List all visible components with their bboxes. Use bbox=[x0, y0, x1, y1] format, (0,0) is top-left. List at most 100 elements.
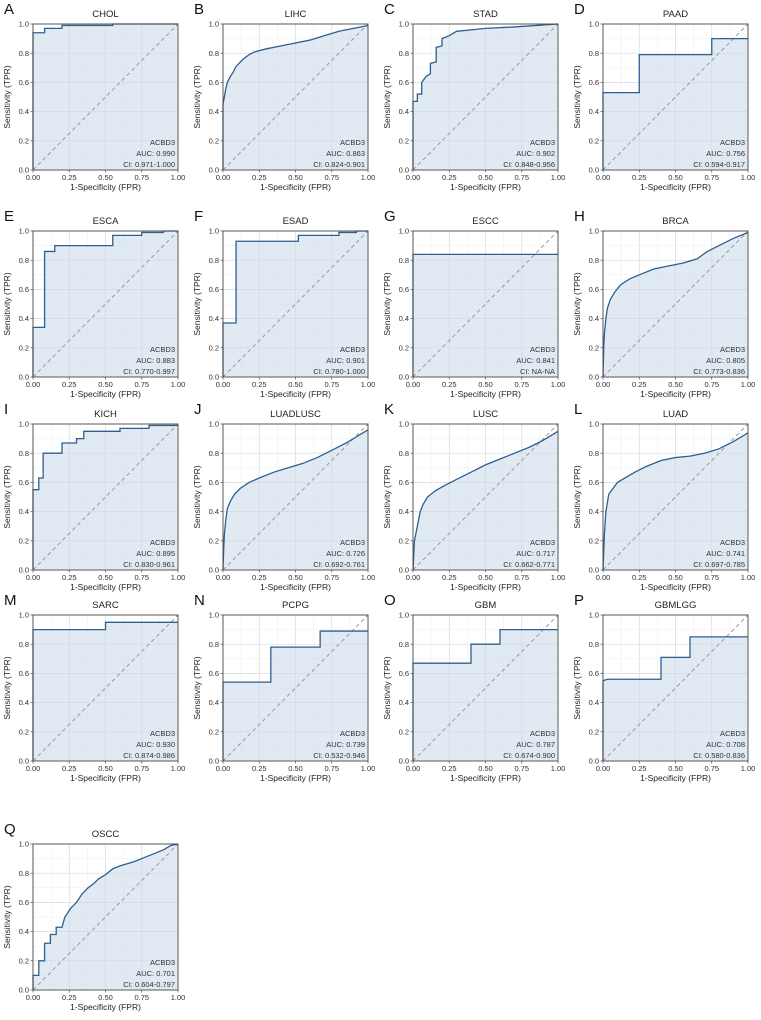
x-tick-label: 0.25 bbox=[442, 173, 457, 182]
y-tick-label: 0.0 bbox=[19, 986, 29, 995]
roc-panel-lihc: B LIHC 0.00 0.25 0.50 0.75 1.00 0.0 0.2 0.4 0.6 0.8… bbox=[190, 0, 380, 200]
x-axis-title: 1-Specificity (FPR) bbox=[70, 582, 141, 592]
gene-label: ACBD3 bbox=[720, 345, 745, 354]
ci-label: CI: 0.662-0.771 bbox=[503, 560, 555, 569]
x-tick-label: 0.00 bbox=[216, 573, 231, 582]
ci-label: CI: 0.674-0.900 bbox=[503, 751, 555, 760]
chart-title: ESAD bbox=[283, 216, 309, 227]
auc-label: AUC: 0.787 bbox=[516, 740, 555, 749]
y-tick-label: 0.4 bbox=[589, 107, 599, 116]
y-tick-label: 1.0 bbox=[589, 20, 599, 29]
x-axis-title: 1-Specificity (FPR) bbox=[640, 582, 711, 592]
y-tick-label: 0.2 bbox=[399, 136, 409, 145]
roc-panel-kich: I KICH 0.00 0.25 0.50 0.75 1.00 0.0 0.2 0.4 0.6 0.8… bbox=[0, 400, 190, 600]
gene-label: ACBD3 bbox=[340, 138, 365, 147]
chart-title: OSCC bbox=[92, 829, 120, 840]
y-axis-title: Sensitivity (TPR) bbox=[572, 465, 582, 528]
y-tick-label: 0.4 bbox=[399, 314, 409, 323]
roc-panel-stad: C STAD 0.00 0.25 0.50 0.75 1.00 0.0 0.2 0.4 0.6 0.8… bbox=[380, 0, 570, 200]
x-axis-title: 1-Specificity (FPR) bbox=[450, 582, 521, 592]
roc-curve bbox=[222, 429, 369, 571]
y-tick-label: 0.4 bbox=[19, 507, 29, 516]
gene-label: ACBD3 bbox=[530, 345, 555, 354]
roc-panel-sarc: M SARC 0.00 0.25 0.50 0.75 1.00 0.0 0.2 0.4 0.6 0.8… bbox=[0, 591, 190, 791]
ci-label: CI: 0.773-0.836 bbox=[693, 367, 745, 376]
gene-label: ACBD3 bbox=[150, 729, 175, 738]
diagonal-reference-line bbox=[602, 23, 749, 171]
diagonal-reference-line bbox=[32, 230, 179, 378]
y-tick-label: 0.0 bbox=[399, 166, 409, 175]
roc-chart-gbmlgg: P GBMLGG 0.00 0.25 0.50 0.75 1.00 0.0 0.2 0.4 0.6 0… bbox=[572, 592, 755, 783]
x-axis-title: 1-Specificity (FPR) bbox=[70, 389, 141, 399]
x-tick-label: 0.50 bbox=[478, 380, 493, 389]
auc-label: AUC: 0.741 bbox=[706, 549, 745, 558]
x-tick-label: 0.00 bbox=[216, 380, 231, 389]
roc-chart-esad: F ESAD 0.00 0.25 0.50 0.75 1.00 0.0 0.2 0.4 0.6 0.8… bbox=[192, 208, 375, 399]
diagonal-reference-line bbox=[412, 423, 559, 571]
y-tick-label: 0.8 bbox=[209, 256, 219, 265]
y-axis-title: Sensitivity (TPR) bbox=[382, 65, 392, 128]
panel-letter: O bbox=[384, 592, 396, 609]
gene-label: ACBD3 bbox=[720, 729, 745, 738]
gene-label: ACBD3 bbox=[150, 538, 175, 547]
auc-label: AUC: 0.739 bbox=[326, 740, 365, 749]
x-axis-title: 1-Specificity (FPR) bbox=[640, 389, 711, 399]
y-tick-label: 0.0 bbox=[19, 757, 29, 766]
auc-label: AUC: 0.708 bbox=[706, 740, 745, 749]
x-tick-label: 0.50 bbox=[98, 764, 113, 773]
diagonal-reference-line bbox=[32, 614, 179, 762]
y-tick-label: 0.6 bbox=[19, 478, 29, 487]
x-tick-label: 0.50 bbox=[668, 764, 683, 773]
diagonal-reference-line bbox=[602, 614, 749, 762]
x-tick-label: 0.75 bbox=[134, 764, 149, 773]
x-tick-label: 0.25 bbox=[632, 380, 647, 389]
roc-curve bbox=[222, 230, 368, 377]
y-tick-label: 1.0 bbox=[589, 611, 599, 620]
y-tick-label: 0.2 bbox=[589, 136, 599, 145]
roc-area bbox=[603, 432, 748, 570]
x-tick-label: 0.50 bbox=[478, 573, 493, 582]
x-tick-label: 0.25 bbox=[442, 764, 457, 773]
roc-area bbox=[413, 254, 558, 377]
chart-title: GBM bbox=[475, 600, 497, 611]
x-tick-label: 0.50 bbox=[98, 380, 113, 389]
x-tick-label: 0.00 bbox=[406, 573, 421, 582]
roc-chart-esca: E ESCA 0.00 0.25 0.50 0.75 1.00 0.0 0.2 0.4 0.6 0.8… bbox=[2, 208, 186, 399]
x-tick-label: 0.75 bbox=[704, 173, 719, 182]
x-tick-label: 1.00 bbox=[171, 173, 186, 182]
y-tick-label: 0.2 bbox=[589, 536, 599, 545]
x-tick-label: 0.75 bbox=[324, 173, 339, 182]
x-tick-label: 0.75 bbox=[514, 573, 529, 582]
y-tick-label: 1.0 bbox=[399, 20, 409, 29]
y-axis-title: Sensitivity (TPR) bbox=[382, 272, 392, 335]
auc-label: AUC: 0.756 bbox=[706, 149, 745, 158]
roc-area bbox=[223, 631, 368, 761]
y-axis-title: Sensitivity (TPR) bbox=[192, 656, 202, 719]
x-tick-label: 0.25 bbox=[632, 173, 647, 182]
y-tick-label: 0.6 bbox=[19, 78, 29, 87]
roc-curve bbox=[602, 432, 749, 571]
x-tick-label: 0.75 bbox=[134, 380, 149, 389]
y-tick-label: 0.4 bbox=[209, 314, 219, 323]
x-tick-label: 0.50 bbox=[98, 573, 113, 582]
y-tick-label: 1.0 bbox=[209, 20, 219, 29]
y-tick-label: 1.0 bbox=[589, 227, 599, 236]
y-tick-label: 0.4 bbox=[19, 927, 29, 936]
x-tick-label: 0.50 bbox=[288, 173, 303, 182]
x-axis-title: 1-Specificity (FPR) bbox=[70, 182, 141, 192]
roc-panel-lusc: K LUSC 0.00 0.25 0.50 0.75 1.00 0.0 0.2 0.4 0.6 0.8… bbox=[380, 400, 570, 600]
roc-area bbox=[603, 636, 748, 761]
roc-curve bbox=[32, 230, 178, 377]
x-tick-label: 0.00 bbox=[406, 764, 421, 773]
ci-label: CI: 0.532-0.946 bbox=[313, 751, 365, 760]
x-tick-label: 1.00 bbox=[171, 380, 186, 389]
y-tick-label: 0.4 bbox=[589, 314, 599, 323]
y-tick-label: 0.2 bbox=[399, 536, 409, 545]
diagonal-reference-line bbox=[602, 230, 749, 378]
y-tick-label: 0.8 bbox=[589, 49, 599, 58]
x-tick-label: 0.00 bbox=[26, 573, 41, 582]
y-tick-label: 1.0 bbox=[19, 227, 29, 236]
x-tick-label: 0.25 bbox=[252, 764, 267, 773]
x-tick-label: 0.75 bbox=[324, 764, 339, 773]
